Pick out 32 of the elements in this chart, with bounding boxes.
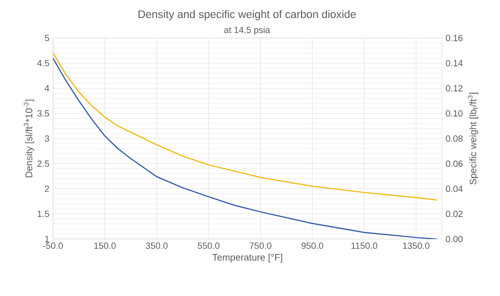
y-tick-label: 1 [45,236,50,242]
y2-tick-label: 0.08 [446,135,463,142]
x-tick-label: 550.0 [198,242,220,249]
y2-tick-label: 0.16 [446,34,463,42]
y2-axis-title: Specific weight [lb$_{f}$/ft$^{3}$] [468,92,478,184]
line-series [53,58,438,239]
chart-title: Density and specific weight of carbon dioxide [138,10,356,20]
y-axis-title: Density [sl/ft$^{3}$*10$^{-3}$] [24,100,34,178]
x-tick-label: 750.0 [250,242,272,249]
x-tick-label: -50.0 [43,242,63,249]
y2-tick-label: 0.10 [446,110,463,117]
x-tick-label: 150.0 [94,242,116,249]
y-tick-label: 3 [44,135,50,142]
y-tick-label: 3.5 [37,110,50,117]
y-tick-label: 1.5 [38,210,50,218]
y2-tick-label: 0.04 [446,186,463,192]
y-tick-label: 4.5 [37,60,50,66]
x-tick-label: 1350.0 [403,242,430,249]
x-tick-label: 1150.0 [352,242,378,249]
x-tick-label: 950.0 [302,242,324,249]
y-tick-label: 4 [44,85,50,92]
y2-tick-label: 0.12 [446,85,463,92]
y2-tick-label: 0.00 [446,236,463,242]
x-tick-label: 350.0 [146,242,168,249]
y-tick-label: 5 [44,34,50,42]
chart-subtitle: at 14.5 psia [224,26,270,35]
y-tick-label: 2.5 [37,160,50,167]
y2-tick-label: 0.06 [446,160,463,167]
y2-tick-label: 0.02 [446,210,463,218]
y-tick-label: 2 [44,186,50,192]
y2-tick-label: 0.14 [446,60,463,66]
x-axis-title: Temperature [°F] [212,254,282,263]
